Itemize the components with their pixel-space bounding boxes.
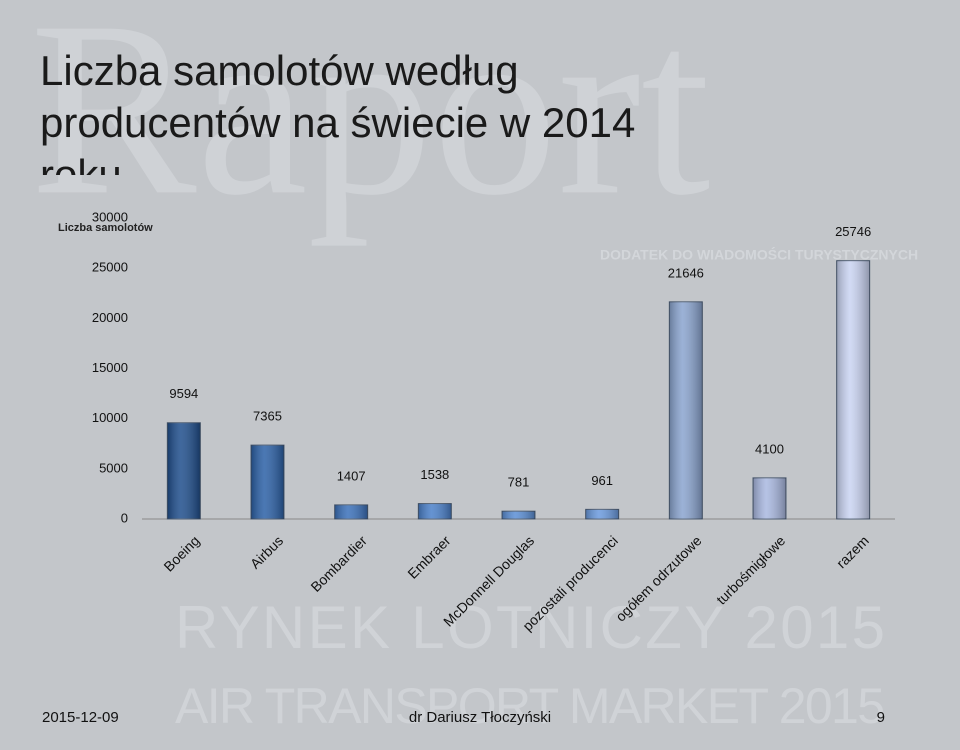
watermark: Raport [30, 0, 710, 247]
data-label: 9594 [169, 386, 198, 401]
footer-author: dr Dariusz Tłoczyński [409, 709, 551, 726]
data-label: 1407 [337, 468, 366, 483]
y-tick-label: 5000 [99, 460, 128, 475]
data-label: 25746 [835, 224, 871, 239]
y-tick-label: 0 [121, 510, 128, 525]
data-label: 781 [508, 475, 530, 490]
y-tick-label: 10000 [92, 410, 128, 425]
data-label: 961 [591, 473, 613, 488]
bar [752, 477, 787, 520]
title-box: Liczba samolotów według producentów na ś… [40, 47, 636, 175]
bar [836, 260, 871, 520]
bar [334, 504, 369, 520]
data-label: 1538 [420, 467, 449, 482]
y-tick-label: 20000 [92, 310, 128, 325]
chart-title: Liczba samolotów według producentów na ś… [40, 47, 636, 175]
data-label: 21646 [668, 265, 704, 280]
bar [417, 503, 452, 520]
bar [668, 301, 703, 520]
y-tick-label: 25000 [92, 260, 128, 275]
footer-page: 9 [877, 709, 885, 726]
watermark-banner: DODATEK DO WIADOMOŚCI TURYSTYCZNYCH [600, 246, 918, 263]
watermark-line: AIR TRANSPORT MARKET 2015 [175, 678, 885, 734]
watermark-line: RYNEK LOTNICZY 2015 [175, 594, 885, 661]
y-axis-label: Liczba samolotów [58, 222, 153, 234]
y-tick-label: 15000 [92, 360, 128, 375]
bar [585, 508, 620, 520]
bar [501, 510, 536, 520]
data-label: 4100 [755, 441, 784, 456]
bar [250, 444, 285, 520]
y-tick-label: 30000 [92, 209, 128, 224]
bar [166, 422, 201, 520]
data-label: 7365 [253, 409, 282, 424]
footer-date: 2015-12-09 [42, 709, 119, 726]
